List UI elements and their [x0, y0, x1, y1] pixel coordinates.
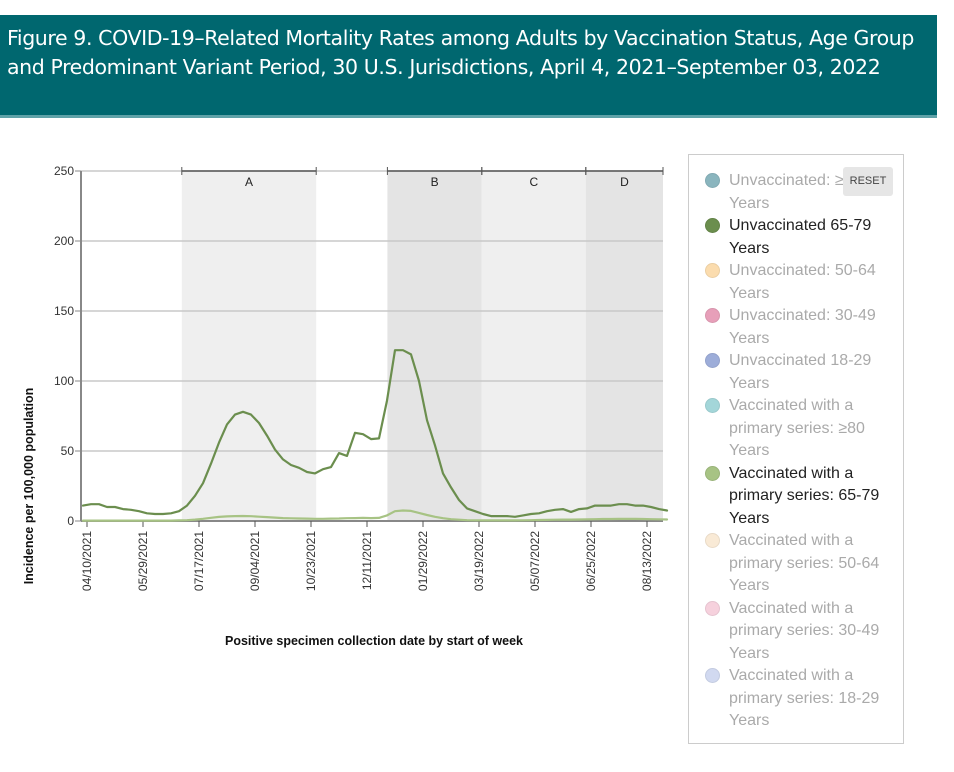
legend-swatch-icon [705, 263, 720, 278]
period-labels: A B C D [181, 167, 664, 189]
legend-swatch-icon [705, 668, 720, 683]
legend-swatch-icon [705, 600, 720, 616]
period-label: A [245, 175, 253, 189]
line-chart: A B C D 0 50 100 150 200 250 04/10/2021 05/29/202… [22, 164, 669, 648]
legend-swatch-icon [705, 173, 720, 188]
x-axis-label: Positive specimen collection date by sta… [225, 634, 523, 648]
figure-title: Figure 9. COVID-19–Related Mortality Rat… [7, 26, 914, 79]
x-tick-label: 06/25/2022 [584, 531, 598, 591]
period-band-c [481, 171, 586, 521]
x-tick-label: 09/04/2021 [248, 531, 262, 591]
legend-label: Unvaccinated 65-79 Years [729, 217, 872, 257]
legend: Unvaccinated: ≥80 Years Unvaccinated 65-7… [688, 154, 904, 744]
reset-button[interactable]: RESET [843, 167, 893, 196]
x-tick-label: 04/10/2021 [80, 531, 94, 591]
y-axis-label: Incidence per 100,000 population [22, 388, 36, 585]
legend-label: Vaccinated with a primary series: 18-29 … [729, 667, 880, 729]
period-bands [181, 171, 663, 521]
period-band-a [181, 171, 317, 521]
y-tick-label: 250 [54, 164, 74, 178]
figure-title-bar: Figure 9. COVID-19–Related Mortality Rat… [0, 15, 937, 118]
x-tick-label: 08/13/2022 [640, 531, 654, 591]
legend-label: Unvaccinated: ≥80 Years [729, 172, 862, 212]
series-line-vaccinated-65-79 [81, 509, 669, 522]
period-band-d [585, 171, 663, 521]
x-tick-label: 12/11/2021 [360, 531, 374, 590]
legend-swatch-icon [705, 353, 720, 368]
legend-swatch-icon [705, 398, 720, 413]
period-band-b [387, 171, 482, 521]
legend-label: Vaccinated with a primary series: 65-79 … [729, 464, 880, 527]
legend-label: Vaccinated with a primary series: ≥80 Ye… [729, 397, 865, 459]
y-tick-label: 0 [67, 514, 74, 528]
period-label: C [529, 175, 538, 189]
legend-label: Unvaccinated 18-29 Years [729, 352, 872, 392]
period-label: B [431, 175, 439, 189]
legend-swatch-icon [705, 308, 720, 323]
y-tick-label: 200 [54, 234, 74, 248]
period-label: D [620, 175, 629, 189]
y-tick-label: 150 [54, 304, 74, 318]
y-tick-label: 50 [61, 444, 75, 458]
x-tick-label: 01/29/2022 [416, 531, 430, 591]
x-tick-label: 05/29/2021 [136, 531, 150, 591]
legend-label: Unvaccinated: 50-64 Years [729, 262, 876, 302]
x-axis: 04/10/2021 05/29/2021 07/17/2021 09/04/2021… [80, 520, 663, 591]
legend-swatch-icon [705, 533, 720, 548]
legend-label: Vaccinated with a primary series: 30-49 … [729, 599, 880, 662]
gridlines [81, 170, 663, 452]
x-tick-label: 10/23/2021 [304, 531, 318, 591]
x-tick-label: 03/19/2022 [472, 531, 486, 591]
legend-swatch-icon [705, 218, 720, 233]
legend-label: Vaccinated with a primary series: 50-64 … [729, 532, 880, 594]
legend-swatch-icon [705, 465, 720, 481]
series-lines [81, 349, 669, 522]
series-line-unvaccinated-65-79 [81, 349, 669, 518]
x-tick-label: 07/17/2021 [192, 531, 206, 591]
legend-label: Unvaccinated: 30-49 Years [729, 307, 876, 347]
y-tick-label: 100 [54, 374, 74, 388]
y-axis: 0 50 100 150 200 250 [54, 164, 82, 528]
x-tick-label: 05/07/2022 [528, 531, 542, 591]
